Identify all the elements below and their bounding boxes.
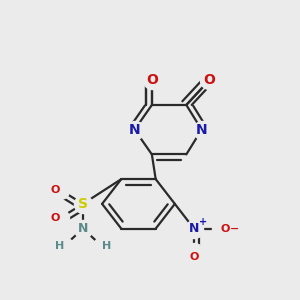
Text: S: S — [78, 197, 88, 211]
Text: O: O — [51, 185, 60, 195]
Text: O: O — [221, 224, 230, 234]
Text: O: O — [189, 252, 199, 262]
Text: O: O — [51, 213, 60, 223]
Text: N: N — [78, 222, 88, 235]
Text: N: N — [196, 123, 207, 137]
Text: −: − — [230, 224, 240, 234]
Text: +: + — [199, 218, 207, 227]
Text: N: N — [189, 222, 199, 235]
Text: O: O — [203, 73, 215, 87]
Text: H: H — [102, 241, 111, 251]
Text: N: N — [129, 123, 140, 137]
Text: H: H — [55, 241, 64, 251]
Text: O: O — [146, 73, 158, 87]
